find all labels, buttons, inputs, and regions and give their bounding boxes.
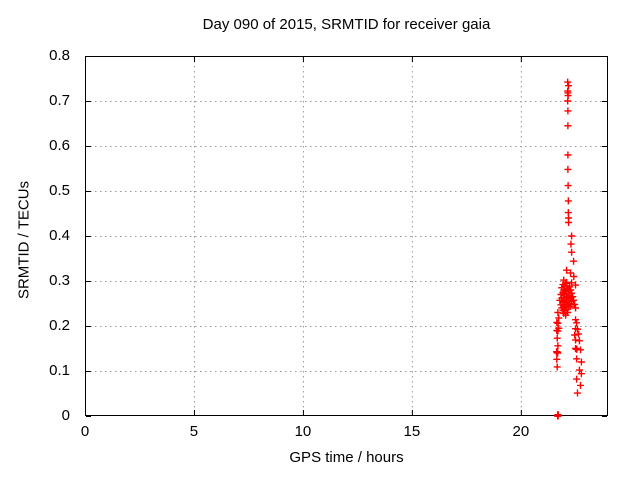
data-point-plus xyxy=(571,331,579,339)
data-point-plus xyxy=(554,349,562,357)
data-point-plus xyxy=(571,300,579,308)
data-point-plus xyxy=(564,182,572,190)
data-point-plus xyxy=(573,319,581,327)
data-point-plus xyxy=(553,334,561,342)
data-point-plus xyxy=(568,232,576,240)
data-point-plus xyxy=(575,330,583,338)
data-point-plus xyxy=(567,240,575,248)
x-tick-label: 15 xyxy=(403,423,421,440)
data-point-plus xyxy=(553,318,561,326)
data-point-plus xyxy=(554,327,562,335)
data-point-plus xyxy=(577,381,585,389)
y-tick-label: 0.3 xyxy=(49,272,70,289)
data-point-plus xyxy=(567,269,575,277)
data-point-plus xyxy=(575,337,583,345)
y-tick-label: 0.6 xyxy=(49,137,70,154)
data-point-plus xyxy=(575,366,583,374)
data-point-plus xyxy=(564,107,572,115)
data-point-plus xyxy=(567,286,575,294)
data-point-plus xyxy=(570,257,578,265)
data-point-plus xyxy=(564,122,572,130)
data-point-plus xyxy=(565,82,573,90)
data-point-plus xyxy=(568,248,576,256)
y-tick-label: 0.4 xyxy=(49,227,70,244)
data-point-plus xyxy=(570,273,578,280)
chart-title: Day 090 of 2015, SRMTID for receiver gai… xyxy=(202,16,491,33)
data-point-plus xyxy=(572,281,580,289)
data-point-plus xyxy=(554,309,562,316)
data-point-plus xyxy=(553,363,561,371)
data-point-plus xyxy=(566,283,574,291)
y-tick-label: 0.8 xyxy=(49,47,70,64)
plot-border xyxy=(85,56,608,416)
data-point-plus xyxy=(569,293,577,301)
x-tick-label: 5 xyxy=(189,423,199,440)
data-point-plus xyxy=(564,197,572,205)
data-point-plus xyxy=(568,289,576,297)
data-point-plus xyxy=(573,325,581,333)
x-axis-label: GPS time / hours xyxy=(289,449,404,466)
data-point-plus xyxy=(573,355,581,363)
data-point-plus xyxy=(573,389,581,397)
y-tick-label: 0.1 xyxy=(49,362,70,379)
data-point-plus xyxy=(553,355,561,363)
data-point-plus xyxy=(564,78,572,86)
data-point-plus xyxy=(565,219,573,226)
data-point-plus xyxy=(572,336,580,344)
data-point-plus xyxy=(572,304,580,312)
x-tick-label: 10 xyxy=(294,423,312,440)
data-point-plus xyxy=(554,411,562,419)
data-point-plus xyxy=(563,266,571,274)
y-tick-label: 0 xyxy=(61,407,70,424)
plot-area xyxy=(85,56,608,420)
data-point-plus xyxy=(554,342,562,350)
data-point-plus xyxy=(554,319,562,327)
data-point-plus xyxy=(564,165,572,173)
data-point-plus xyxy=(577,358,585,366)
data-point-plus xyxy=(564,97,572,105)
data-point-plus xyxy=(572,316,580,324)
data-point-plus xyxy=(573,375,581,383)
x-tick-label: 20 xyxy=(512,423,530,440)
plot-canvas xyxy=(85,56,608,420)
data-point-plus xyxy=(564,309,572,316)
data-point-plus xyxy=(567,302,575,310)
data-point-plus xyxy=(568,279,576,287)
data-point-plus xyxy=(577,370,585,378)
x-tick-label: 0 xyxy=(80,423,90,440)
data-point-plus xyxy=(564,151,572,159)
y-tick-label: 0.2 xyxy=(49,317,70,334)
y-tick-label: 0.7 xyxy=(49,92,70,109)
y-tick-label: 0.5 xyxy=(49,182,70,199)
data-point-plus xyxy=(577,346,585,354)
data-point-plus xyxy=(570,296,578,304)
data-point-plus xyxy=(555,314,563,322)
